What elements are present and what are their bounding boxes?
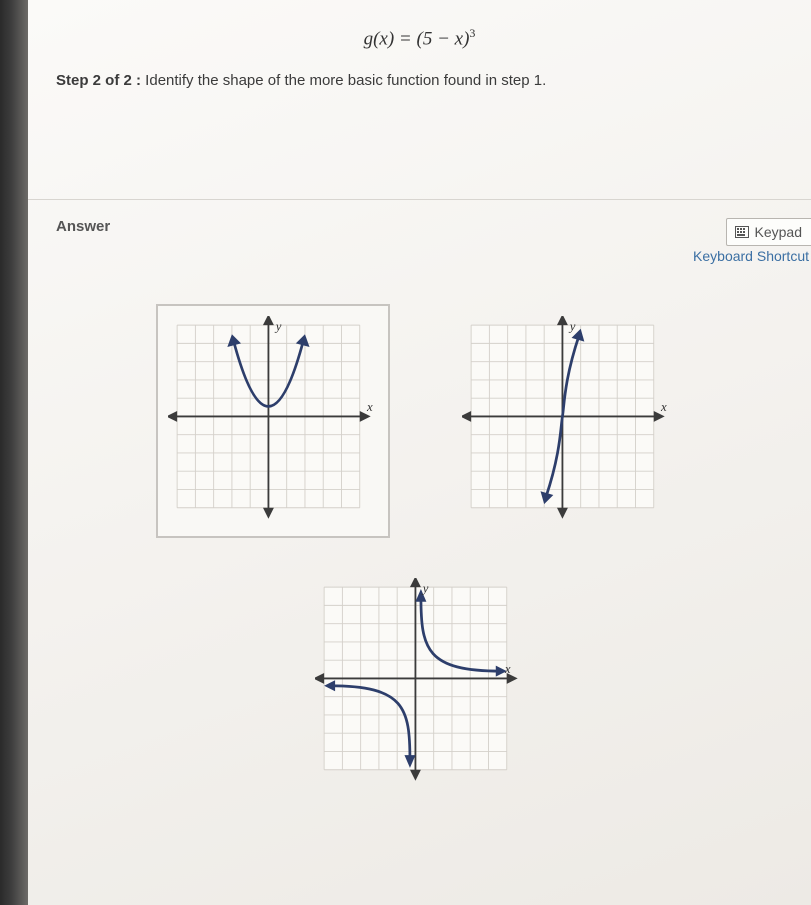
equation-eq: =	[394, 28, 416, 49]
graph-option-cubic[interactable]: y x	[450, 304, 684, 538]
y-axis-label: y	[567, 320, 575, 334]
y-axis-label: y	[273, 320, 281, 334]
step-line: Step 2 of 2 : Identify the shape of the …	[56, 72, 783, 89]
graph-option-reciprocal[interactable]: y x	[303, 566, 537, 800]
x-axis-label: x	[660, 400, 667, 414]
graph-option-parabola[interactable]: y x	[156, 304, 390, 538]
graph-reciprocal: y x	[315, 578, 525, 788]
keypad-label: Keypad	[755, 224, 802, 240]
answer-section: Answer Keypad Keyboard Shortcut	[28, 200, 811, 828]
answer-label: Answer	[56, 218, 110, 235]
graph-cubic: y x	[462, 316, 672, 526]
keyboard-shortcut-link[interactable]: Keyboard Shortcut	[693, 248, 811, 264]
equation-lhs: g(x)	[364, 28, 395, 49]
graph-parabola: y x	[168, 316, 378, 526]
y-axis-label: y	[420, 582, 428, 596]
keypad-button[interactable]: Keypad	[726, 218, 811, 246]
x-axis-label: x	[503, 662, 510, 676]
graphs-area: y x	[28, 264, 811, 828]
step-label: Step 2 of 2 :	[56, 72, 141, 89]
keypad-icon	[735, 226, 749, 238]
equation-rhs-exp: 3	[469, 26, 475, 40]
equation-rhs-base: (5 − x)	[417, 28, 470, 49]
question-section: g(x) = (5 − x)3 Step 2 of 2 : Identify t…	[28, 0, 811, 200]
step-text: Identify the shape of the more basic fun…	[141, 72, 546, 89]
equation: g(x) = (5 − x)3	[56, 26, 783, 50]
x-axis-label: x	[366, 400, 373, 414]
